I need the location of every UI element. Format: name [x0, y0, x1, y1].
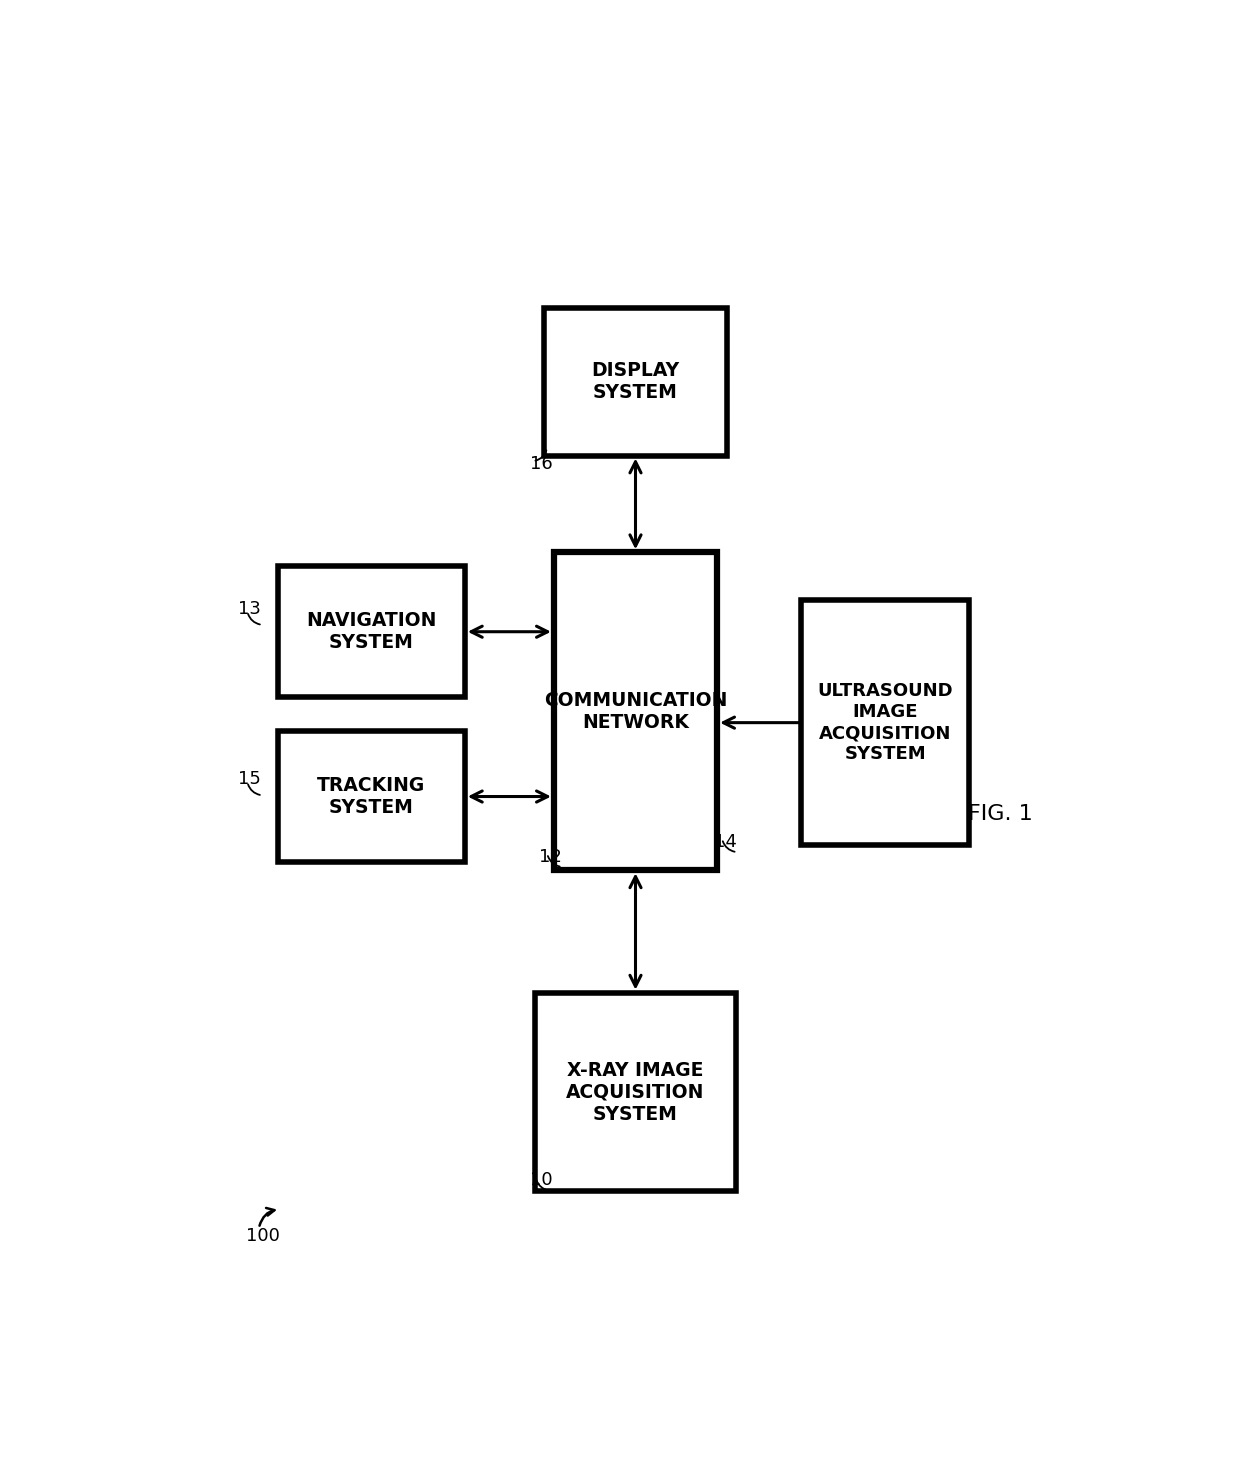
Bar	[278, 567, 465, 697]
Text: COMMUNICATION
NETWORK: COMMUNICATION NETWORK	[544, 691, 727, 732]
Text: ULTRASOUND
IMAGE
ACQUISITION
SYSTEM: ULTRASOUND IMAGE ACQUISITION SYSTEM	[817, 682, 954, 763]
Text: X-RAY IMAGE
ACQUISITION
SYSTEM: X-RAY IMAGE ACQUISITION SYSTEM	[567, 1061, 704, 1123]
Text: FIG. 1: FIG. 1	[968, 803, 1033, 824]
Text: 10: 10	[529, 1170, 552, 1188]
Text: TRACKING
SYSTEM: TRACKING SYSTEM	[317, 776, 425, 818]
Text: 15: 15	[238, 770, 260, 788]
Text: 16: 16	[529, 455, 553, 472]
Text: 12: 12	[539, 847, 562, 866]
Bar	[278, 731, 465, 862]
Text: DISPLAY
SYSTEM: DISPLAY SYSTEM	[591, 362, 680, 401]
Text: 100: 100	[247, 1228, 280, 1246]
Text: 14: 14	[714, 832, 737, 852]
Text: NAVIGATION
SYSTEM: NAVIGATION SYSTEM	[306, 611, 436, 652]
Bar	[534, 992, 737, 1191]
Text: 13: 13	[238, 601, 260, 618]
Bar	[544, 308, 727, 456]
Bar	[801, 601, 970, 844]
Bar	[554, 552, 717, 871]
